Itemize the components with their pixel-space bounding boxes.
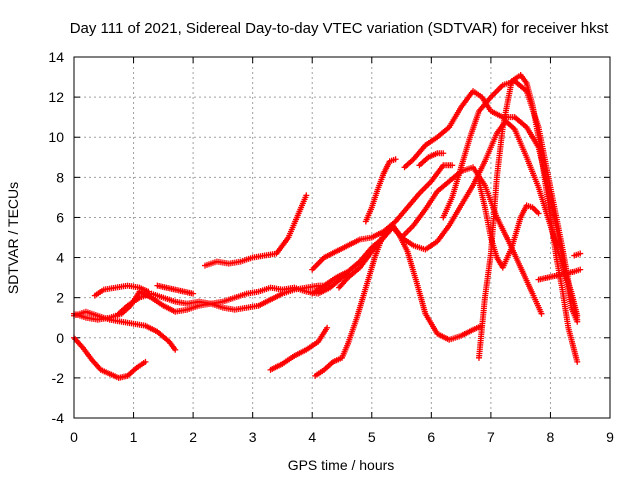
series-track-8 xyxy=(267,324,331,373)
data-point xyxy=(440,150,447,157)
data-point xyxy=(392,156,399,163)
series-track-5 xyxy=(115,270,351,317)
plot-frame xyxy=(73,56,611,419)
data-point xyxy=(574,316,581,323)
data-point xyxy=(190,290,197,297)
series-track-6 xyxy=(154,282,197,297)
x-tick-label: 7 xyxy=(487,429,495,445)
x-tick-label: 6 xyxy=(427,429,435,445)
data-point xyxy=(172,346,179,353)
x-tick-label: 1 xyxy=(130,429,138,445)
x-tick-label: 0 xyxy=(70,429,78,445)
x-tick-label: 9 xyxy=(606,429,614,445)
data-point xyxy=(535,210,542,217)
series-track-3 xyxy=(71,334,149,381)
y-tick-label: 8 xyxy=(56,169,64,185)
y-tick-label: -2 xyxy=(52,370,65,386)
series-track-4 xyxy=(91,282,152,299)
series-track-2 xyxy=(71,308,179,353)
y-tick-label: -4 xyxy=(52,410,65,426)
x-tick-label: 5 xyxy=(368,429,376,445)
y-tick-label: 12 xyxy=(48,89,64,105)
y-axis-label: SDTVAR / TECUs xyxy=(5,182,21,294)
series-track-19 xyxy=(535,266,584,283)
y-tick-label: 10 xyxy=(48,129,64,145)
data-point xyxy=(538,310,545,317)
series-track-18 xyxy=(475,178,542,271)
series-track-13 xyxy=(362,156,399,225)
chart-title: Day 111 of 2021, Sidereal Day-to-day VTE… xyxy=(70,20,609,37)
x-tick-label: 8 xyxy=(547,429,555,445)
x-axis-label: GPS time / hours xyxy=(288,457,395,473)
y-tick-label: 0 xyxy=(56,330,64,346)
x-tick-label: 4 xyxy=(308,429,316,445)
data-point xyxy=(574,358,581,365)
series-track-9 xyxy=(312,222,485,379)
series-track-10 xyxy=(309,162,456,273)
axis-ticks xyxy=(73,56,611,419)
series-track-20 xyxy=(571,250,584,259)
data-point xyxy=(142,358,149,365)
data-point xyxy=(577,266,584,273)
series-track-12 xyxy=(336,118,581,319)
data-point xyxy=(449,162,456,169)
gridlines xyxy=(74,57,610,418)
series-track-7 xyxy=(202,192,310,269)
y-tick-label: 2 xyxy=(56,290,64,306)
data-series xyxy=(71,72,584,381)
y-tick-label: 14 xyxy=(48,49,64,65)
x-tick-label: 3 xyxy=(249,429,257,445)
series-track-17 xyxy=(475,72,581,365)
data-point xyxy=(324,324,331,331)
y-tick-label: 6 xyxy=(56,209,64,225)
y-tick-label: 4 xyxy=(56,250,64,266)
data-point xyxy=(303,192,310,199)
series-track-15 xyxy=(416,150,447,169)
x-tick-label: 2 xyxy=(189,429,197,445)
data-point xyxy=(577,250,584,257)
